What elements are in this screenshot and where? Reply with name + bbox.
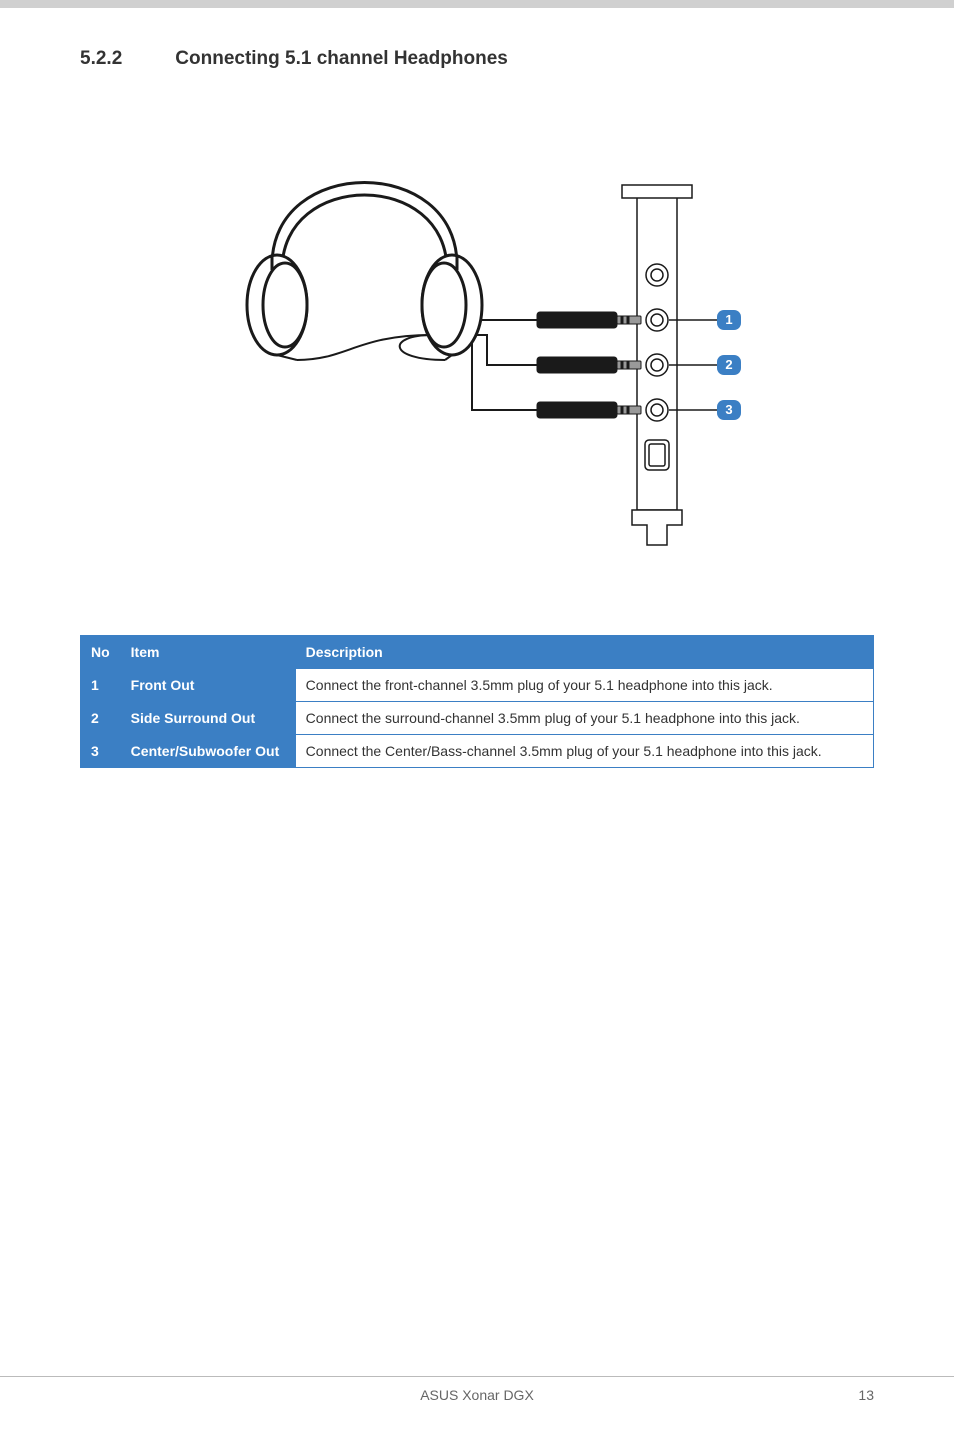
badge-3: 3 [725,402,732,417]
table-header-desc: Description [295,636,873,669]
page-footer: ASUS Xonar DGX 13 [0,1376,954,1403]
badge-2: 2 [725,357,732,372]
footer-product: ASUS Xonar DGX [0,1387,954,1403]
row-item: Center/Subwoofer Out [120,735,295,768]
row-desc: Connect the front-channel 3.5mm plug of … [295,669,873,702]
row-item: Front Out [120,669,295,702]
section-title: Connecting 5.1 channel Headphones [175,48,508,69]
connection-table: No Item Description 1 Front Out Connect … [80,635,874,768]
row-no: 1 [81,669,121,702]
section-heading: 5.2.2 Connecting 5.1 channel Headphones [80,48,874,70]
table-header-no: No [81,636,121,669]
section-number: 5.2.2 [80,48,170,70]
row-item: Side Surround Out [120,702,295,735]
badge-1: 1 [725,312,732,327]
table-row: 3 Center/Subwoofer Out Connect the Cente… [81,735,874,768]
table-row: 1 Front Out Connect the front-channel 3.… [81,669,874,702]
footer-page-number: 13 [858,1387,874,1403]
headphone-diagram: 1 2 3 [80,130,874,565]
row-desc: Connect the surround-channel 3.5mm plug … [295,702,873,735]
row-no: 3 [81,735,121,768]
table-header-item: Item [120,636,295,669]
row-desc: Connect the Center/Bass-channel 3.5mm pl… [295,735,873,768]
table-row: 2 Side Surround Out Connect the surround… [81,702,874,735]
row-no: 2 [81,702,121,735]
